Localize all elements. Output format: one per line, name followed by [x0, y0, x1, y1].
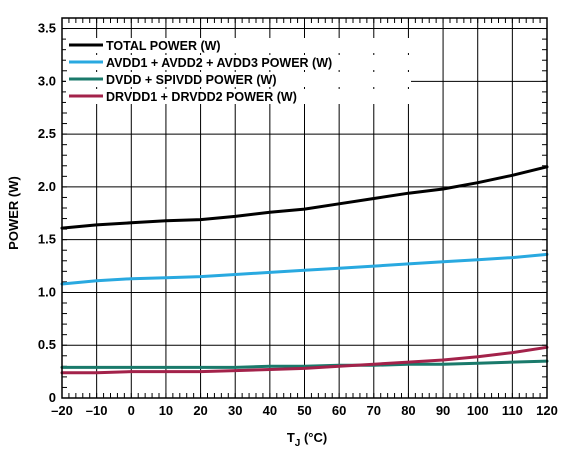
legend-label: TOTAL POWER (W) [106, 39, 221, 53]
x-tick-label: 80 [401, 403, 415, 418]
series-line-4 [60, 345, 549, 375]
legend-label: AVDD1 + AVDD2 + AVDD3 POWER (W) [106, 56, 332, 70]
x-tick-label: 70 [367, 403, 381, 418]
x-axis-title-subscript: J [295, 438, 301, 449]
x-tick-label: 60 [332, 403, 346, 418]
plot-border [61, 17, 548, 399]
x-tick-label: 10 [159, 403, 173, 418]
legend-background [66, 55, 411, 70]
y-tick-label: 0 [49, 390, 56, 405]
x-tick-label: 20 [193, 403, 207, 418]
x-tick-labels: –20 –10 0 10 20 30 40 50 60 70 80 90 100 110 120 [51, 403, 558, 418]
x-axis-title-unit: (°C) [300, 430, 327, 445]
x-axis-title-main: T [287, 430, 295, 445]
legend-label: DRVDD1 + DRVDD2 POWER (W) [106, 90, 297, 104]
x-tick-label: 110 [502, 403, 523, 418]
series-line-2 [60, 252, 549, 286]
x-tick-label: –10 [86, 403, 108, 418]
legend-label: DVDD + SPIVDD POWER (W) [106, 73, 277, 87]
legend-background [66, 89, 411, 104]
series-line-3 [60, 359, 549, 369]
series-line-1 [60, 165, 549, 230]
x-tick-label: 40 [263, 403, 277, 418]
y-axis-title: POWER (W) [6, 176, 21, 250]
legend: TOTAL POWER (W) AVDD1 + AVDD2 + AVDD3 POW… [66, 38, 411, 104]
y-tick-label: 1.0 [38, 284, 56, 299]
x-axis-title: TJ (°C) [287, 430, 327, 449]
x-tick-label: 30 [228, 403, 242, 418]
x-tick-label: 120 [536, 403, 558, 418]
y-tick-label: 2.0 [38, 179, 56, 194]
y-tick-label: 2.5 [38, 126, 56, 141]
legend-background [66, 72, 411, 87]
x-tick-label: –20 [51, 403, 73, 418]
x-tick-label: 100 [467, 403, 489, 418]
legend-background [66, 38, 411, 53]
series-lines [60, 165, 549, 375]
y-tick-label: 0.5 [38, 337, 56, 352]
y-tick-label: 3.5 [38, 21, 56, 36]
y-tick-labels: 0 0.5 1.0 1.5 2.0 2.5 3.0 3.5 [38, 21, 56, 405]
x-tick-label: 0 [128, 403, 135, 418]
plot-frame [61, 17, 548, 399]
y-tick-label: 1.5 [38, 232, 56, 247]
x-tick-label: 90 [436, 403, 450, 418]
x-tick-label: 50 [297, 403, 311, 418]
y-tick-label: 3.0 [38, 73, 56, 88]
